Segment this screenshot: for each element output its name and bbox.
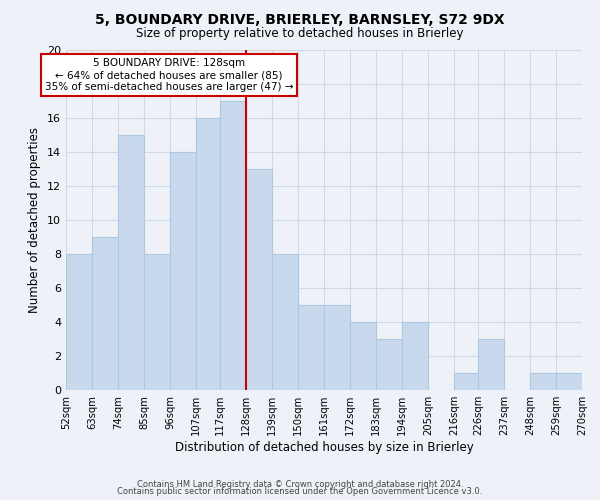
Bar bbox=[324, 305, 350, 390]
Text: 5, BOUNDARY DRIVE, BRIERLEY, BARNSLEY, S72 9DX: 5, BOUNDARY DRIVE, BRIERLEY, BARNSLEY, S… bbox=[95, 12, 505, 26]
Bar bbox=[298, 305, 324, 390]
Bar bbox=[478, 339, 504, 390]
Bar bbox=[272, 254, 298, 390]
Bar bbox=[92, 237, 118, 390]
Text: Size of property relative to detached houses in Brierley: Size of property relative to detached ho… bbox=[136, 28, 464, 40]
Text: Contains HM Land Registry data © Crown copyright and database right 2024.: Contains HM Land Registry data © Crown c… bbox=[137, 480, 463, 489]
Bar bbox=[556, 373, 582, 390]
Text: Contains public sector information licensed under the Open Government Licence v3: Contains public sector information licen… bbox=[118, 488, 482, 496]
Bar bbox=[220, 101, 246, 390]
Bar bbox=[350, 322, 376, 390]
Bar bbox=[402, 322, 428, 390]
Bar bbox=[530, 373, 556, 390]
Bar bbox=[144, 254, 170, 390]
Y-axis label: Number of detached properties: Number of detached properties bbox=[28, 127, 41, 313]
Bar bbox=[118, 135, 144, 390]
Bar bbox=[376, 339, 402, 390]
Bar bbox=[246, 169, 272, 390]
X-axis label: Distribution of detached houses by size in Brierley: Distribution of detached houses by size … bbox=[175, 441, 473, 454]
Text: 5 BOUNDARY DRIVE: 128sqm
← 64% of detached houses are smaller (85)
35% of semi-d: 5 BOUNDARY DRIVE: 128sqm ← 64% of detach… bbox=[45, 58, 293, 92]
Bar bbox=[196, 118, 220, 390]
Bar bbox=[170, 152, 196, 390]
Bar bbox=[66, 254, 92, 390]
Bar bbox=[454, 373, 478, 390]
